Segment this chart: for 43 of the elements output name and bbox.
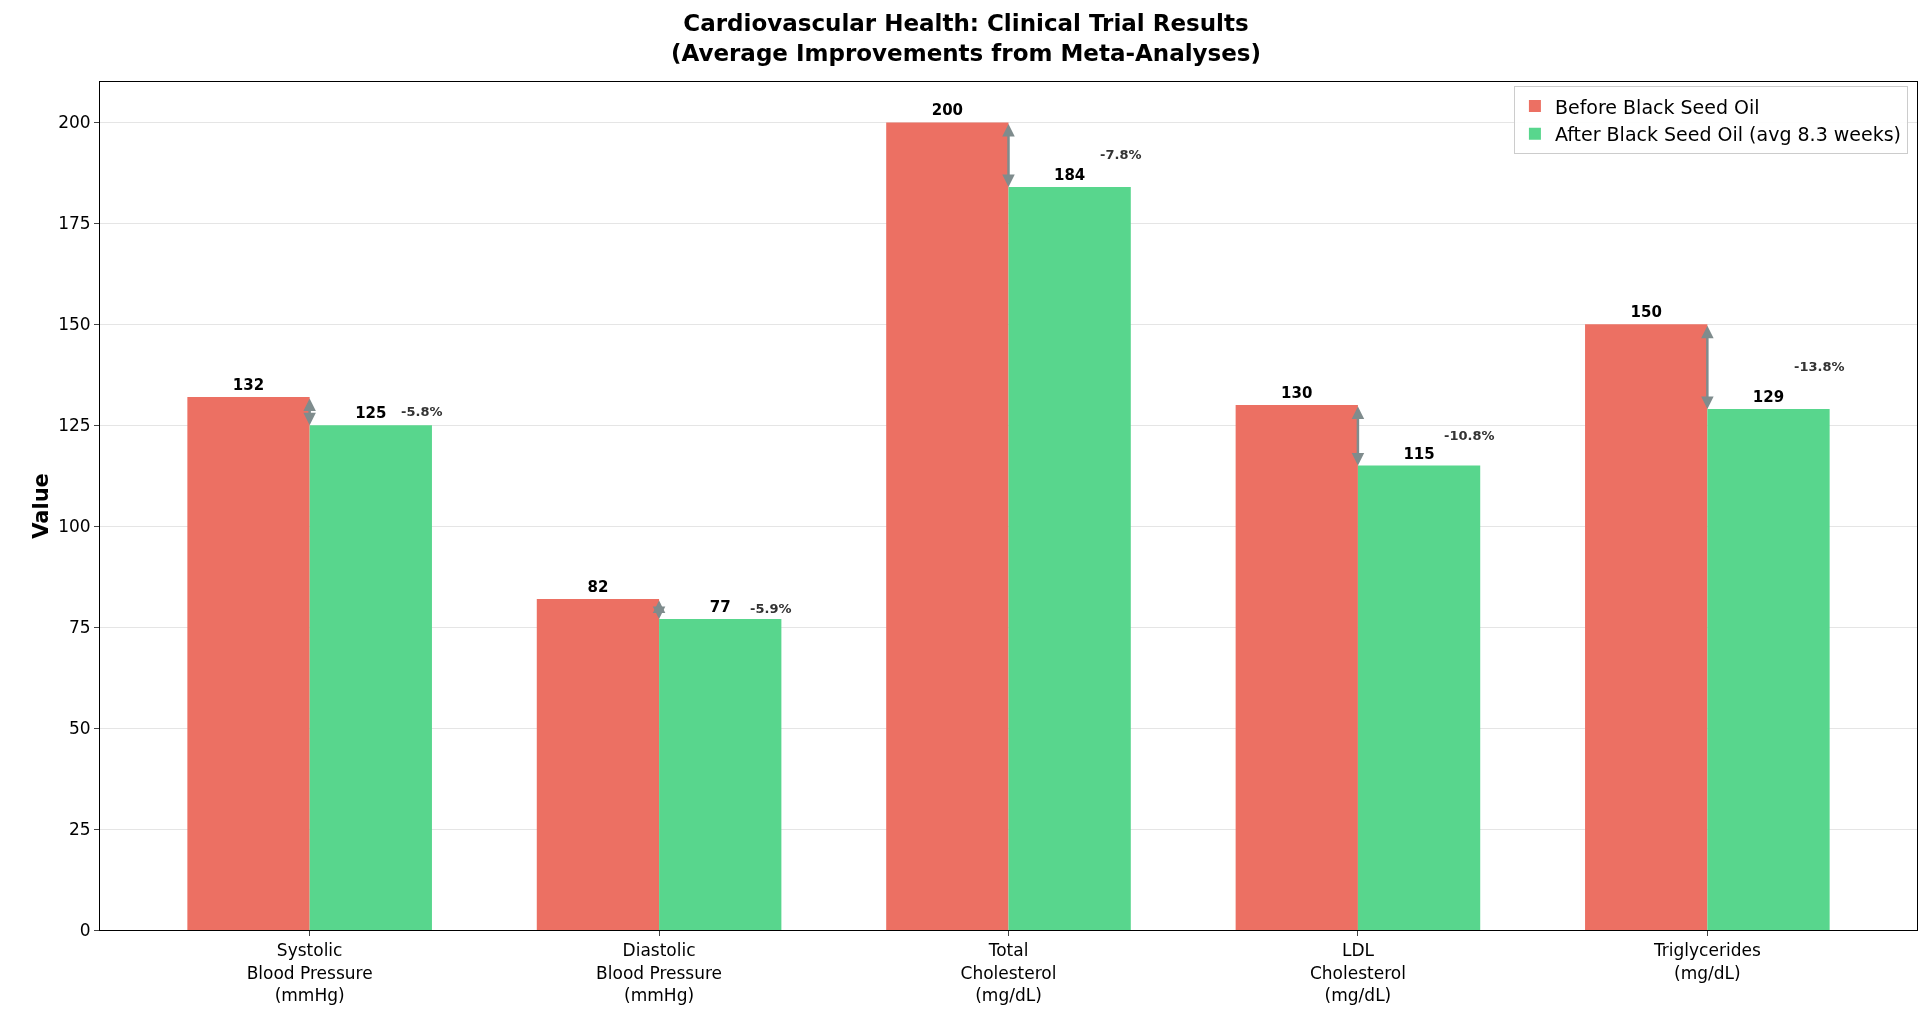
bar — [1707, 409, 1830, 930]
y-tick-label: 75 — [68, 617, 91, 638]
y-axis-title: Value — [29, 473, 53, 539]
bar — [187, 396, 310, 930]
y-tick-label: 125 — [58, 415, 91, 436]
x-tick-label: Diastolic Blood Pressure (mmHg) — [596, 940, 723, 1005]
data-label: 132 — [232, 375, 265, 394]
bar — [1235, 405, 1358, 930]
y-tick-label: 50 — [68, 718, 91, 739]
data-label: 129 — [1752, 388, 1785, 407]
bar — [536, 598, 660, 930]
x-tick-label: Systolic Blood Pressure (mmHg) — [246, 940, 373, 1005]
annotation: -10.8% — [1444, 428, 1495, 443]
annotation: -5.9% — [750, 601, 792, 616]
bar — [1585, 324, 1708, 930]
annotation: -13.8% — [1794, 359, 1845, 374]
annotation: -5.8% — [401, 404, 443, 419]
x-tick-label: Triglycerides (mg/dL) — [1652, 940, 1761, 983]
y-tick-label: 200 — [58, 112, 91, 133]
bar — [1008, 186, 1131, 930]
legend-label: Before Black Seed Oil — [1554, 95, 1760, 118]
bar — [1357, 465, 1481, 930]
bar — [886, 122, 1009, 930]
data-label: 125 — [355, 404, 387, 423]
data-label: 200 — [931, 101, 964, 120]
data-label: 184 — [1053, 165, 1086, 184]
data-label: 115 — [1403, 444, 1435, 463]
bar — [309, 425, 432, 930]
data-label: 77 — [709, 598, 731, 617]
y-tick-label: 0 — [79, 919, 91, 940]
data-label: 150 — [1630, 303, 1662, 322]
y-tick-label: 175 — [58, 213, 91, 234]
x-tick-label: Total Cholesterol (mg/dL) — [960, 940, 1057, 1005]
annotation: -7.8% — [1100, 147, 1142, 162]
data-label: 82 — [587, 577, 609, 596]
data-label: 130 — [1281, 384, 1313, 403]
chart-title: Cardiovascular Health: Clinical Trial Results (Average Improvements from Meta-Analyses) — [670, 9, 1262, 66]
y-tick-label: 150 — [58, 314, 91, 335]
y-tick-label: 25 — [68, 819, 91, 839]
legend-label: After Black Seed Oil (avg 8.3 weeks) — [1554, 123, 1902, 146]
y-tick-label: 100 — [58, 516, 91, 537]
bar — [659, 619, 782, 930]
x-tick-label: LDL Cholesterol (mg/dL) — [1309, 940, 1406, 1005]
